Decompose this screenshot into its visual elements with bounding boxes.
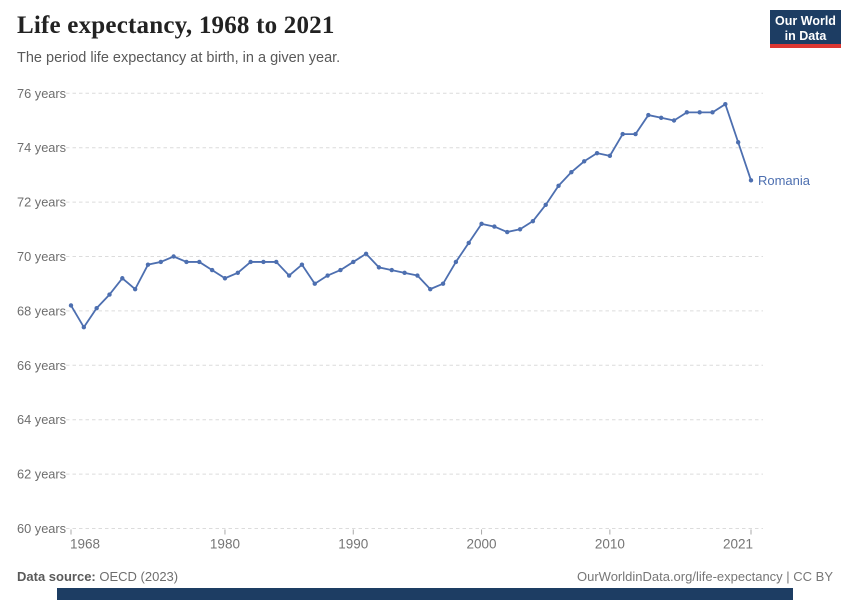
- data-point-1981[interactable]: [235, 270, 240, 276]
- x-axis-label-1980: 1980: [210, 537, 240, 552]
- data-point-1970[interactable]: [94, 305, 99, 311]
- data-point-2010[interactable]: [607, 153, 613, 159]
- data-point-1978[interactable]: [197, 259, 202, 265]
- data-point-1986[interactable]: [299, 262, 305, 267]
- x-axis-label-2021: 2021: [723, 537, 753, 552]
- data-point-1972[interactable]: [120, 276, 125, 281]
- y-axis-label-62: 62 years: [17, 467, 66, 482]
- x-axis-label-2000: 2000: [467, 537, 497, 552]
- data-point-1988[interactable]: [325, 273, 330, 278]
- x-axis-label-1990: 1990: [338, 537, 368, 552]
- data-point-2012[interactable]: [633, 131, 638, 137]
- data-point-1975[interactable]: [158, 259, 164, 265]
- data-point-2005[interactable]: [543, 202, 548, 208]
- data-point-1987[interactable]: [312, 281, 317, 286]
- x-axis-label-2010: 2010: [595, 537, 625, 552]
- timeline-slider-bar[interactable]: [57, 588, 793, 600]
- owid-url-license[interactable]: OurWorldinData.org/life-expectancy | CC …: [576, 569, 833, 584]
- y-axis-label-72: 72 years: [17, 195, 66, 210]
- data-point-1995[interactable]: [415, 273, 420, 278]
- data-point-2011[interactable]: [620, 131, 625, 137]
- data-point-1976[interactable]: [171, 254, 176, 259]
- data-point-1999[interactable]: [466, 240, 471, 246]
- chart-title: Life expectancy, 1968 to 2021: [17, 12, 335, 39]
- data-point-2004[interactable]: [530, 218, 536, 224]
- data-point-2009[interactable]: [594, 150, 600, 156]
- data-point-2019[interactable]: [723, 101, 728, 107]
- data-point-1979[interactable]: [209, 267, 215, 273]
- owid-logo-line2: in Data: [784, 29, 827, 43]
- y-axis-label-76: 76 years: [17, 86, 66, 101]
- data-point-2014[interactable]: [658, 115, 664, 120]
- data-source-label: Data source:: [17, 569, 96, 584]
- data-point-2007[interactable]: [569, 169, 574, 175]
- chart-subtitle: The period life expectancy at birth, in …: [17, 50, 341, 66]
- data-point-1977[interactable]: [184, 259, 189, 265]
- y-axis-label-74: 74 years: [17, 140, 66, 155]
- data-point-1985[interactable]: [286, 273, 292, 278]
- data-point-1969[interactable]: [81, 325, 87, 330]
- x-axis-label-1968: 1968: [70, 537, 100, 552]
- data-point-2015[interactable]: [671, 118, 677, 123]
- romania-line[interactable]: [70, 103, 752, 329]
- data-point-1992[interactable]: [376, 265, 382, 270]
- y-axis-label-64: 64 years: [17, 412, 66, 427]
- data-point-2013[interactable]: [646, 112, 651, 118]
- data-point-1982[interactable]: [248, 259, 253, 265]
- data-point-1968[interactable]: [68, 303, 74, 308]
- data-point-1996[interactable]: [428, 286, 433, 292]
- data-point-1974[interactable]: [145, 262, 151, 267]
- data-point-2017[interactable]: [697, 110, 702, 115]
- data-point-1983[interactable]: [261, 259, 266, 265]
- data-point-2003[interactable]: [517, 227, 523, 232]
- data-point-2021[interactable]: [748, 178, 754, 183]
- data-point-2018[interactable]: [710, 110, 715, 115]
- data-point-1980[interactable]: [222, 276, 228, 281]
- data-point-2008[interactable]: [582, 159, 587, 164]
- data-point-1971[interactable]: [107, 292, 112, 297]
- data-point-2000[interactable]: [479, 221, 484, 227]
- data-point-1994[interactable]: [402, 270, 407, 276]
- data-point-1989[interactable]: [338, 267, 343, 273]
- data-point-1997[interactable]: [440, 281, 446, 286]
- y-axis-label-66: 66 years: [17, 358, 66, 373]
- data-point-2006[interactable]: [556, 183, 561, 188]
- data-point-1998[interactable]: [453, 259, 459, 265]
- owid-logo[interactable]: Our World in Data: [770, 10, 841, 48]
- y-axis-label-68: 68 years: [17, 303, 66, 318]
- y-axis-label-70: 70 years: [17, 249, 66, 264]
- data-point-2020[interactable]: [735, 140, 741, 145]
- data-point-1991[interactable]: [363, 251, 369, 256]
- data-source-value: OECD (2023): [95, 569, 179, 584]
- series-label-romania[interactable]: Romania: [758, 173, 811, 188]
- data-point-1973[interactable]: [132, 286, 138, 292]
- data-point-2001[interactable]: [492, 224, 497, 229]
- data-point-1993[interactable]: [389, 267, 394, 273]
- data-point-2002[interactable]: [505, 229, 510, 235]
- owid-logo-line1: Our World: [775, 14, 836, 28]
- y-axis-label-60: 60 years: [17, 521, 66, 536]
- data-point-1990[interactable]: [351, 259, 356, 265]
- data-point-1984[interactable]: [274, 259, 279, 265]
- data-source-note: Data source: OECD (2023): [17, 569, 178, 584]
- data-point-2016[interactable]: [684, 110, 690, 115]
